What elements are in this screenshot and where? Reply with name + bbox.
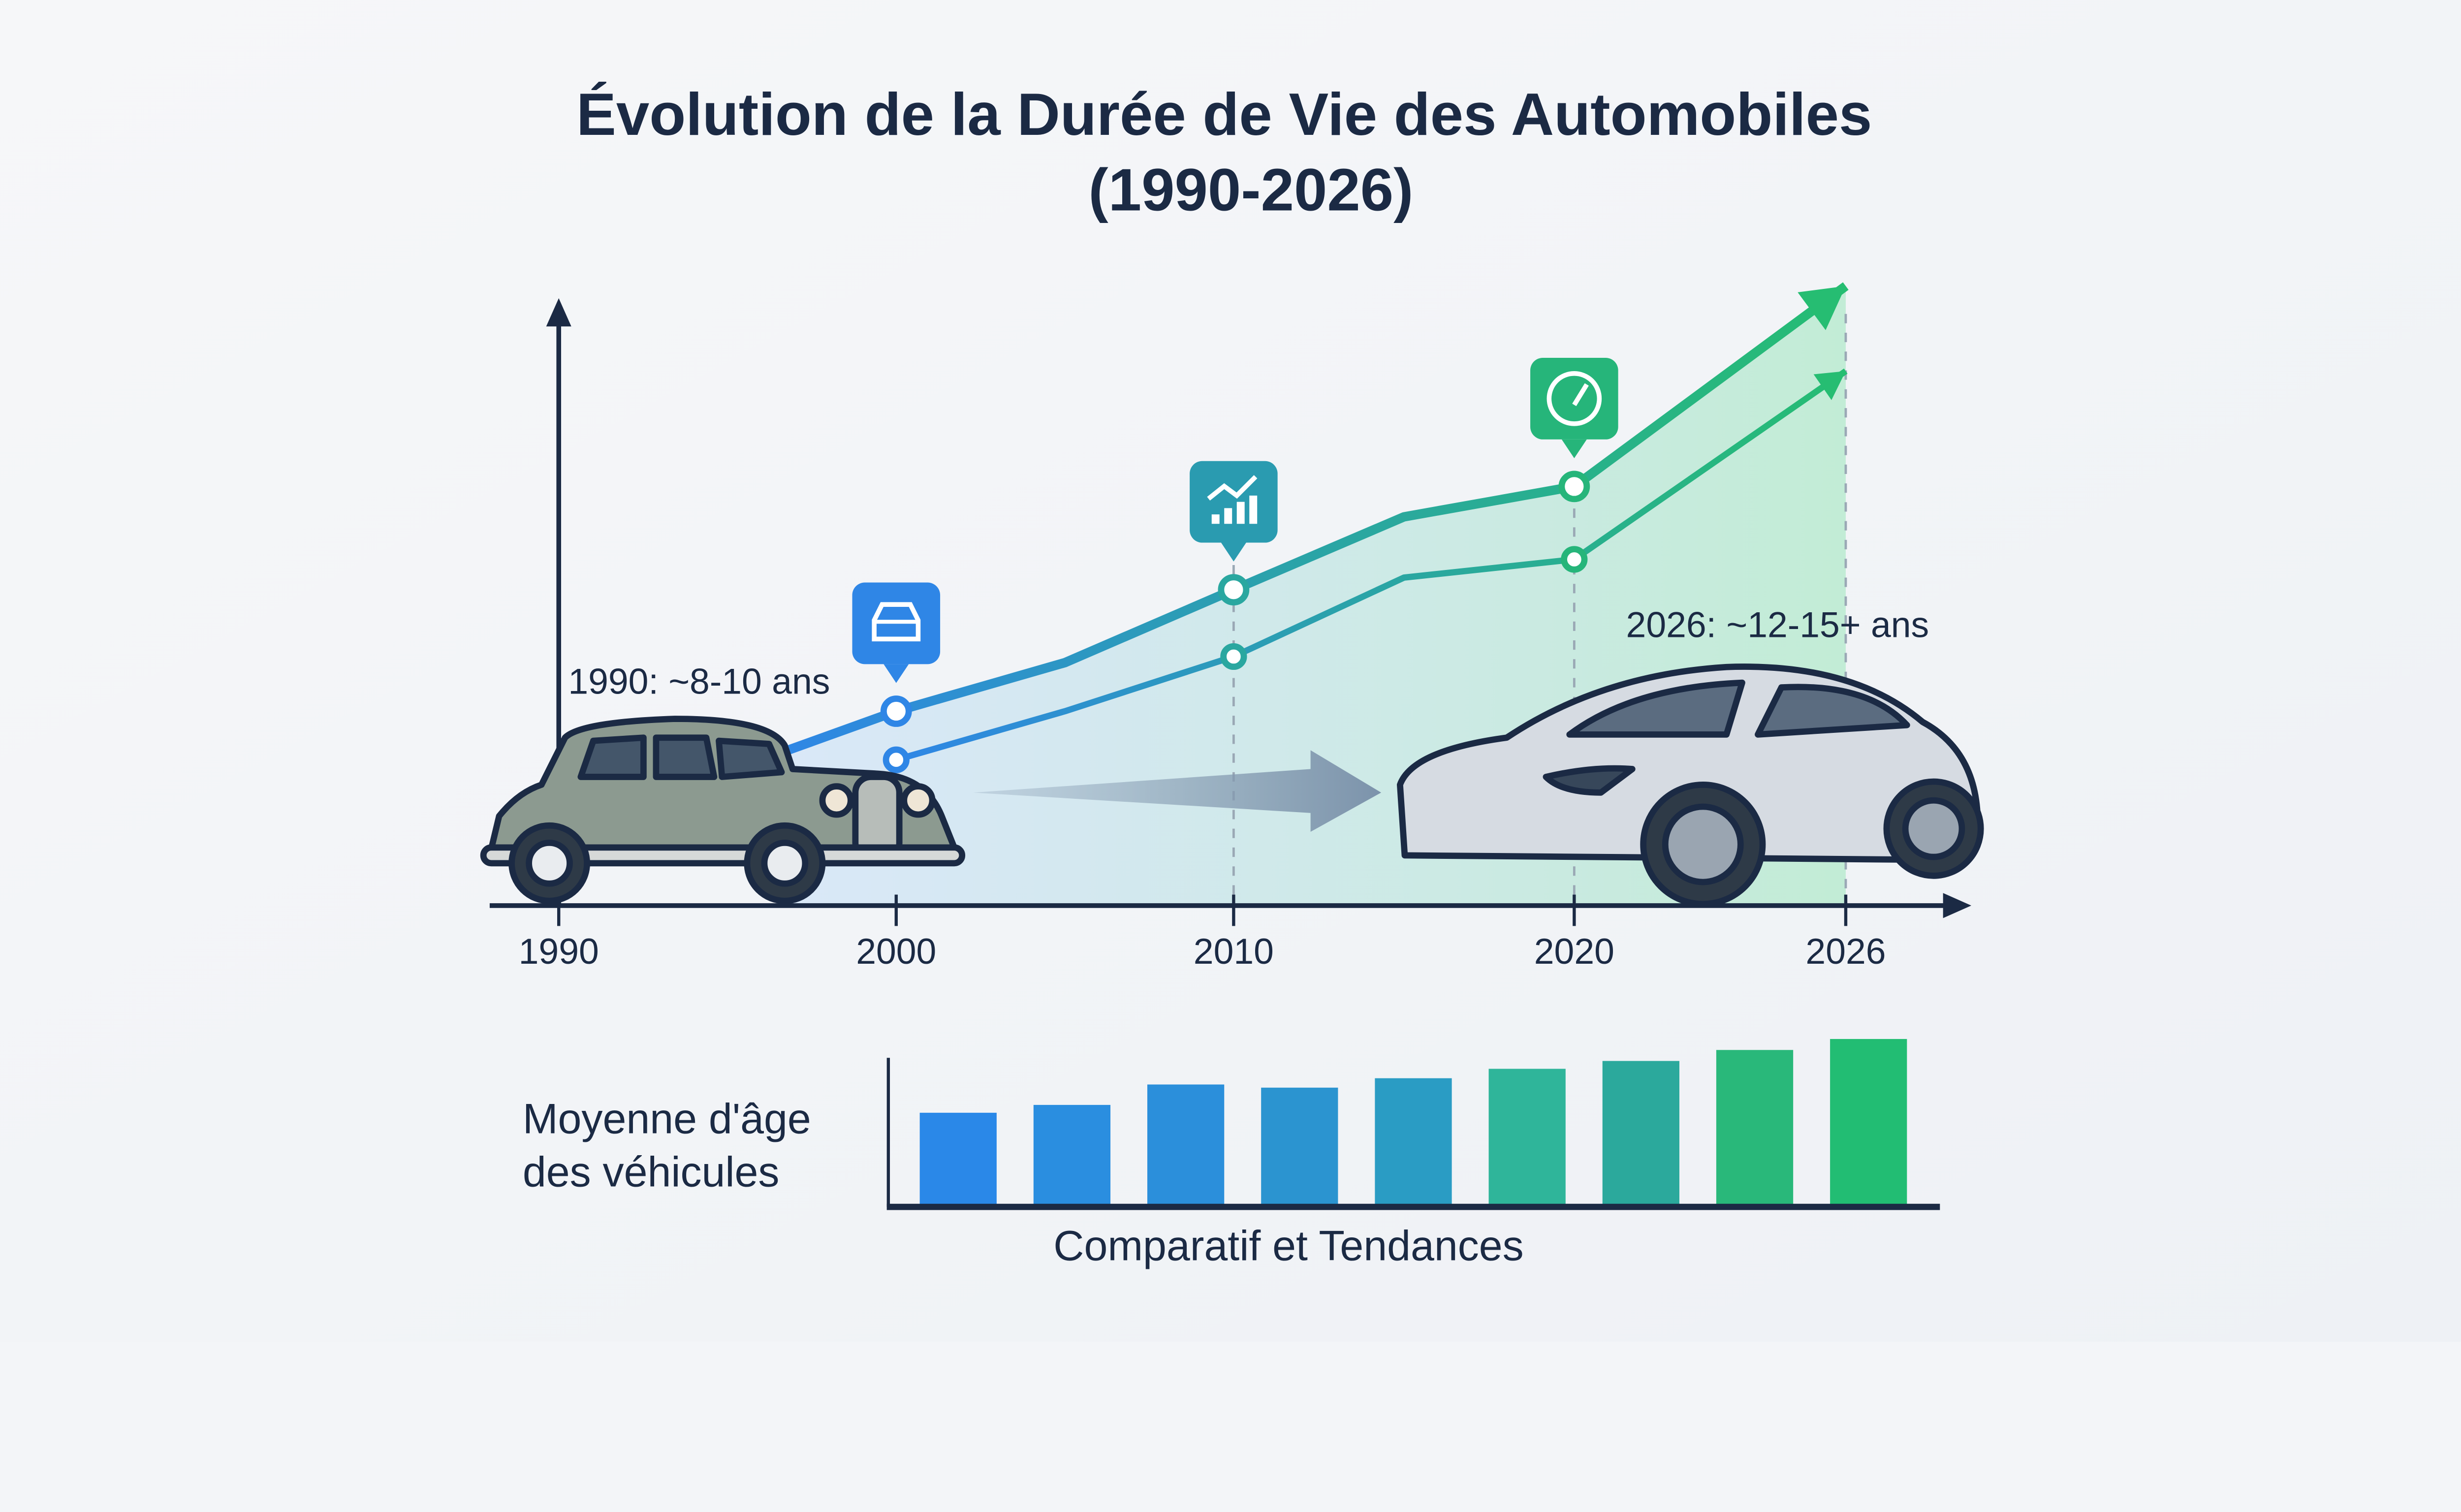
line-chart: 1990 2000 2010 2020 2026 1990: ~8-10 ans 202… bbox=[480, 282, 1984, 972]
infographic: Évolution de la Durée de Vie des Automob… bbox=[0, 0, 2461, 1342]
x-tick-label: 2010 bbox=[1194, 931, 1274, 972]
x-tick-label: 2026 bbox=[1805, 931, 1886, 972]
bar bbox=[1375, 1078, 1452, 1207]
bar bbox=[1261, 1087, 1338, 1207]
bar bbox=[1716, 1050, 1794, 1207]
bar-ylabel-line2: des véhicules bbox=[523, 1149, 780, 1196]
vintage-car-image bbox=[480, 716, 966, 904]
bar bbox=[1147, 1084, 1225, 1207]
chart-title: Évolution de la Durée de Vie des Automob… bbox=[576, 81, 1872, 148]
bar-chart: Moyenne d'âge des véhicules Comparatif e… bbox=[523, 1039, 1940, 1270]
bar-ylabel-line1: Moyenne d'âge bbox=[523, 1095, 811, 1142]
x-tick-label: 2000 bbox=[856, 931, 936, 972]
x-axis-arrow bbox=[1943, 893, 1972, 918]
car-icon bbox=[852, 582, 941, 683]
bar-xlabel: Comparatif et Tendances bbox=[1053, 1223, 1523, 1270]
data-point bbox=[1558, 471, 1590, 503]
trend-chart-icon bbox=[1190, 461, 1278, 562]
modern-sedan-image bbox=[1397, 663, 1984, 908]
annotation-1990: 1990: ~8-10 ans bbox=[568, 661, 830, 701]
transition-arrow bbox=[973, 750, 1382, 832]
chart-subtitle: (1990-2026) bbox=[1088, 156, 1413, 223]
y-axis-arrow bbox=[546, 298, 571, 327]
speedometer-icon bbox=[1530, 357, 1618, 459]
series-arrowhead-lower bbox=[1813, 371, 1846, 400]
data-point bbox=[1220, 643, 1247, 670]
bar bbox=[1830, 1039, 1907, 1207]
series-line-lower bbox=[895, 368, 1848, 763]
annotation-2026: 2026: ~12-15+ ans bbox=[1626, 605, 1929, 645]
bar bbox=[919, 1112, 997, 1207]
bar bbox=[1602, 1061, 1679, 1207]
data-point bbox=[1561, 546, 1588, 573]
data-point bbox=[883, 746, 910, 773]
bar bbox=[1488, 1069, 1566, 1207]
bar bbox=[1033, 1104, 1111, 1207]
data-point bbox=[1218, 574, 1250, 606]
data-point bbox=[880, 695, 912, 727]
series-arrowhead-upper bbox=[1798, 286, 1846, 330]
x-tick-label: 1990 bbox=[519, 931, 599, 972]
x-tick-label: 2020 bbox=[1534, 931, 1614, 972]
